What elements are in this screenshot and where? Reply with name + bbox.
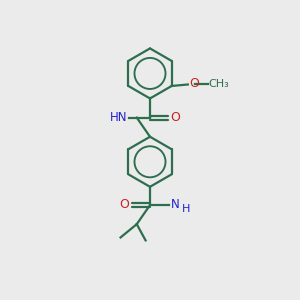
Text: CH₃: CH₃ xyxy=(209,79,230,89)
Text: HN: HN xyxy=(110,110,127,124)
Text: H: H xyxy=(182,204,190,214)
Text: O: O xyxy=(119,198,129,211)
Text: O: O xyxy=(189,77,199,90)
Text: N: N xyxy=(171,198,180,211)
Text: O: O xyxy=(170,110,180,124)
